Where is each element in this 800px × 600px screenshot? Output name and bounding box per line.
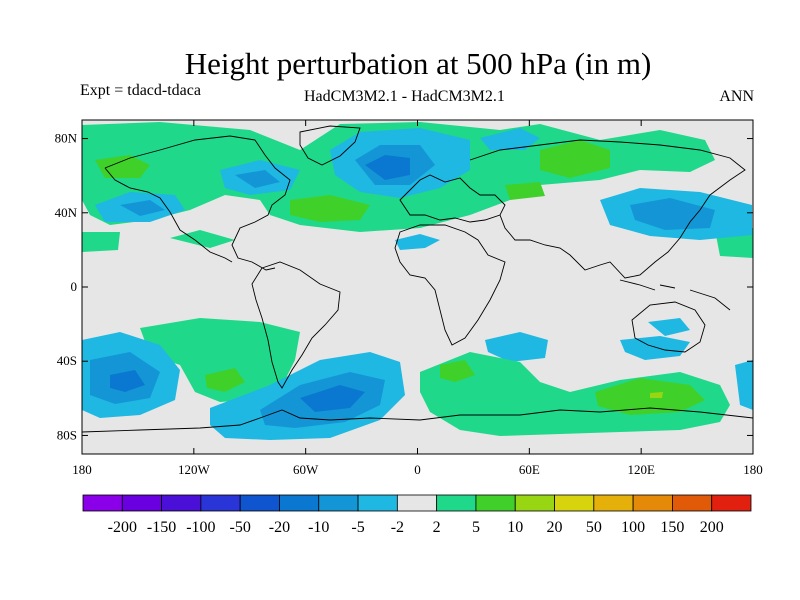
colorbar-label: -100 [186,519,215,536]
colorbar-label: -10 [308,519,329,536]
colorbar-label: 5 [472,519,480,536]
colorbar-swatch [514,494,555,512]
positive-anomaly-region [205,368,245,392]
coastline-antarctica [82,407,753,433]
negative-anomaly-region [630,198,715,230]
colorbar-swatch [239,494,280,512]
colorbar: -200 -150 -100 -50 -20 -10 -5 -2 2 5 10 20 50 100 150 2… [82,494,752,536]
coastline-islands [619,279,731,311]
positive-anomaly-region [540,140,610,178]
colorbar-swatch [711,494,752,512]
colorbar-swatch [82,494,123,512]
y-tick-label: 0 [71,279,78,294]
coastlines [82,125,753,433]
positive-anomaly-region [290,195,370,222]
coastline-europe [399,174,506,223]
model-label: HadCM3M2.1 - HadCM3M2.1 [304,88,505,105]
x-axis: 180 120W 60W 0 60E 120E 180 [72,120,763,477]
colorbar-label: 10 [507,519,523,536]
colorbar-label: 100 [621,519,645,536]
colorbar-swatch [672,494,713,512]
negative-anomaly-region [480,128,540,150]
colorbar-swatch [554,494,595,512]
colorbar-swatch [475,494,516,512]
positive-anomaly-region [505,182,545,200]
coastline-greenland [299,125,361,166]
y-axis: 80N 40N 0 40S 80S [55,131,753,442]
page-title: Height perturbation at 500 hPa (in m) [184,46,652,81]
x-tick-label: 120E [627,462,655,477]
colorbar-swatch [357,494,398,512]
negative-anomaly-region [365,155,410,180]
coastline-australia [631,301,706,353]
positive-anomaly-region [82,232,120,252]
negative-anomaly-region [395,234,440,250]
colorbar-label: -5 [351,519,364,536]
positive-anomaly-region [650,392,663,398]
colorbar-swatch [318,494,359,512]
colorbar-swatch [632,494,673,512]
colorbar-swatch [161,494,202,512]
negative-anomaly-region [300,385,365,412]
coastline-south-america [251,261,341,389]
colorbar-label: -200 [108,519,137,536]
coastline-asia [469,139,746,279]
negative-anomaly-region [485,332,548,362]
negative-anomaly-region [110,370,145,392]
colorbar-label: 150 [660,519,684,536]
experiment-label: Expt = tdacd-tdaca [80,82,201,99]
coastline-north-america [104,135,291,271]
season-label: ANN [719,88,754,105]
coastline-africa [394,224,506,346]
colorbar-label: 2 [433,519,441,536]
colorbar-swatch [200,494,241,512]
x-tick-label: 180 [72,462,92,477]
negative-anomaly-region [235,170,280,188]
colorbar-label: 20 [547,519,563,536]
x-tick-label: 180 [743,462,763,477]
positive-anomaly-region [140,318,300,402]
y-tick-label: 80S [57,427,77,442]
colorbar-swatch [279,494,320,512]
x-tick-label: 60E [519,462,540,477]
coastline-north-america [104,167,233,263]
contour-fields [82,122,753,440]
colorbar-swatch [593,494,634,512]
colorbar-label: -20 [269,519,290,536]
negative-anomaly-region [648,318,690,336]
positive-anomaly-region [440,360,475,382]
negative-anomaly-region [120,200,165,216]
colorbar-label: -50 [230,519,251,536]
colorbar-swatch [121,494,162,512]
x-tick-label: 60W [293,462,319,477]
negative-anomaly-region [620,336,690,360]
colorbar-label: 50 [586,519,602,536]
negative-anomaly-region [735,360,753,410]
x-tick-label: 120W [178,462,211,477]
y-tick-label: 80N [55,131,78,146]
colorbar-label: -2 [391,519,404,536]
y-tick-label: 40N [55,205,78,220]
colorbar-swatch [396,494,438,512]
x-tick-label: 0 [414,462,421,477]
colorbar-label: -150 [147,519,176,536]
colorbar-label: 200 [700,519,724,536]
y-tick-label: 40S [57,353,77,368]
colorbar-swatch [436,494,477,512]
